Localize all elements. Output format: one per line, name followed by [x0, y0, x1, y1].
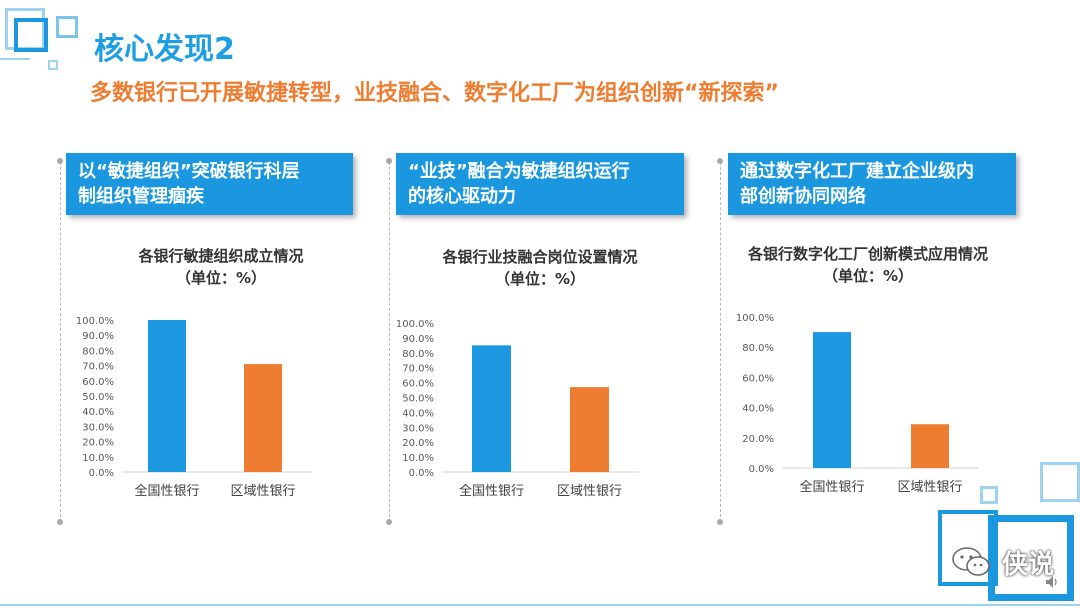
x-category-label: 区域性银行 [230, 484, 295, 499]
x-category-label: 区域性银行 [557, 484, 622, 499]
wechat-icon [952, 547, 990, 576]
x-category-label: 全国性银行 [134, 483, 199, 499]
y-tick-label: 40.0% [82, 407, 114, 418]
y-tick-label: 0.0% [749, 464, 774, 475]
divider-middle-right-dot-bottom [717, 519, 723, 525]
panel-1-heading-line1: 以“敏捷组织”突破银行科层 [78, 161, 300, 182]
y-tick-label: 0.0% [409, 468, 434, 479]
chart-3-title: 各银行数字化工厂创新模式应用情况 [747, 245, 988, 263]
panel-3-heading-line1: 通过数字化工厂建立企业级内 [740, 161, 974, 182]
watermark [950, 540, 1070, 590]
y-tick-label: 60.0% [742, 373, 774, 384]
y-tick-label: 90.0% [402, 334, 434, 345]
y-tick-label: 100.0% [736, 313, 774, 324]
corner-br-square-large [938, 510, 998, 586]
page-title: 核心发现2 [94, 32, 235, 67]
corner-square-small [56, 16, 78, 38]
y-tick-label: 40.0% [402, 408, 434, 419]
y-tick-label: 70.0% [82, 362, 114, 373]
y-tick-label: 50.0% [82, 392, 114, 403]
y-tick-label: 70.0% [402, 364, 434, 375]
corner-square-filled [14, 18, 48, 52]
panel-3-heading-line2: 部创新协同网络 [740, 186, 866, 207]
page-subtitle: 多数银行已开展敏捷转型，业技融合、数字化工厂为组织创新“新探索” [90, 81, 779, 106]
divider-left-dot-bottom [57, 519, 63, 525]
bar-national [472, 345, 511, 472]
x-category-label: 全国性银行 [799, 479, 864, 495]
y-tick-label: 50.0% [402, 394, 434, 405]
chart-1-svg: 0.0% 10.0% 20.0% 30.0% 40.0% 50.0% 60.0% 70.0% 8… [76, 316, 312, 499]
speaker-icon [1044, 574, 1060, 590]
y-tick-label: 80.0% [402, 349, 434, 360]
y-tick-label: 0.0% [89, 468, 114, 479]
bar-regional [570, 387, 609, 472]
panel-2-heading-line1: “业技”融合为敏捷组织运行 [408, 161, 630, 182]
chart-2-title: 各银行业技融合岗位设置情况 [442, 248, 638, 266]
chart-3-title-block: 各银行数字化工厂创新模式应用情况 （单位：%） [730, 243, 1006, 287]
panel-1-header: 以“敏捷组织”突破银行科层 制组织管理痼疾 [66, 153, 353, 215]
watermark-text: 侠说 [1002, 550, 1055, 580]
bar-national [813, 332, 851, 468]
divider-middle-right [720, 162, 721, 522]
y-tick-label: 20.0% [402, 438, 434, 449]
corner-br-square-small [980, 486, 998, 504]
y-tick-label: 20.0% [742, 434, 774, 445]
panel-1-heading-line2: 制组织管理痼疾 [78, 186, 204, 207]
bar-national [148, 320, 186, 472]
y-tick-label: 30.0% [82, 422, 114, 433]
chart-2-unit: （单位：%） [494, 270, 586, 288]
corner-square-tiny [48, 60, 58, 70]
y-tick-label: 80.0% [742, 343, 774, 354]
y-tick-label: 40.0% [742, 404, 774, 415]
y-tick-label: 60.0% [82, 377, 114, 388]
x-category-label: 区域性银行 [897, 480, 962, 495]
y-tick-label: 90.0% [82, 331, 114, 342]
y-tick-label: 10.0% [402, 453, 434, 464]
y-tick-label: 80.0% [82, 346, 114, 357]
divider-middle-right-dot-top [717, 158, 723, 164]
panel-2-header: “业技”融合为敏捷组织运行 的核心驱动力 [396, 153, 684, 215]
bar-regional [911, 424, 949, 468]
y-tick-label: 100.0% [76, 316, 114, 327]
panel-3-header: 通过数字化工厂建立企业级内 部创新协同网络 [728, 153, 1016, 215]
divider-middle-left-dot-top [386, 158, 392, 164]
chart-3-svg: 0.0% 20.0% 40.0% 60.0% 80.0% 100.0% 全国性银行 区域性银行 [736, 313, 979, 495]
divider-left-dot-top [57, 158, 63, 164]
chart-3-unit: （单位：%） [822, 267, 914, 285]
chart-2-title-block: 各银行业技融合岗位设置情况 （单位：%） [405, 246, 675, 290]
bottom-line [0, 604, 1080, 606]
divider-middle-left-dot-bottom [386, 519, 392, 525]
chart-1-unit: （单位：%） [175, 269, 267, 287]
y-tick-label: 20.0% [82, 438, 114, 449]
y-tick-label: 60.0% [402, 379, 434, 390]
panel-2-heading-line2: 的核心驱动力 [408, 186, 516, 207]
bar-regional [244, 364, 282, 472]
corner-line [0, 58, 30, 60]
corner-br-square-thick [988, 515, 1074, 601]
divider-middle-left [389, 162, 390, 522]
chart-1-title-block: 各银行敏捷组织成立情况 （单位：%） [96, 245, 346, 289]
chart-2-svg: 0.0% 10.0% 20.0% 30.0% 40.0% 50.0% 60.0% 70.0% 8… [396, 319, 639, 499]
y-tick-label: 10.0% [82, 453, 114, 464]
x-category-label: 全国性银行 [459, 483, 524, 499]
divider-left [60, 162, 61, 522]
chart-1-title: 各银行敏捷组织成立情况 [138, 247, 304, 265]
corner-br-square-outline [1040, 462, 1080, 502]
y-tick-label: 30.0% [402, 423, 434, 434]
y-tick-label: 100.0% [396, 319, 434, 330]
